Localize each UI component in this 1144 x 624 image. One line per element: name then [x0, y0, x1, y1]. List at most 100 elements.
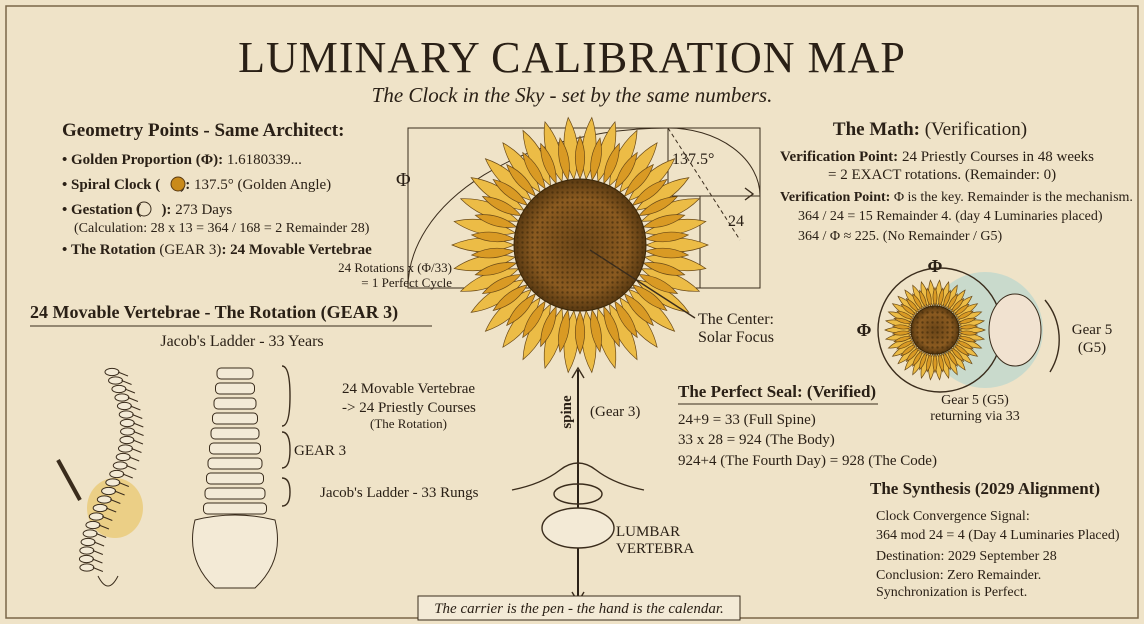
section-heading: The Perfect Seal: (Verified) — [678, 382, 876, 401]
icon-sunflower — [171, 177, 185, 191]
vertebra — [81, 538, 95, 545]
label: Golden Proportion (Φ): — [71, 152, 223, 168]
label: ): — [161, 202, 171, 218]
synthesis-line: Synchronization is Perfect. — [876, 585, 1027, 600]
vertebra — [217, 368, 253, 379]
synthesis-line: Clock Convergence Signal: — [876, 509, 1030, 524]
title: LUMINARY CALIBRATION MAP — [238, 33, 906, 82]
annotation: returning via 33 — [930, 409, 1019, 424]
annotation: 24 Rotations x (Φ/33) — [338, 260, 452, 275]
annotation: Gear 5 (G5) — [941, 393, 1009, 408]
vertebra — [116, 453, 130, 460]
heading-note: (Verification) — [925, 119, 1027, 140]
label: GEAR 3 — [294, 443, 346, 459]
vertebra — [204, 503, 267, 514]
bullet: • — [62, 242, 67, 258]
annotation: = 1 Perfect Cycle — [361, 275, 452, 290]
vertebra — [210, 443, 261, 454]
value: (GEAR 3) — [159, 242, 221, 258]
math-line: = 2 EXACT rotations. (Remainder: 0) — [828, 167, 1056, 183]
bullet: • — [62, 177, 67, 193]
annotation: (G5) — [1078, 340, 1106, 356]
vertebra — [79, 555, 93, 562]
vertebra — [207, 473, 264, 484]
phi-label: Φ — [857, 320, 872, 340]
text: Φ is the key. Remainder is the mechanism… — [894, 190, 1133, 205]
label: Spiral Clock ( — [71, 177, 160, 193]
vertebral-body — [542, 508, 614, 548]
text: 24 Priestly Courses in 48 weeks — [902, 149, 1094, 165]
vertebra — [97, 496, 111, 503]
math-line: Verification Point: Φ is the key. Remain… — [780, 190, 1133, 205]
axis-label: spine — [559, 395, 575, 429]
section-heading: The Synthesis (2029 Alignment) — [870, 479, 1100, 498]
footer: The carrier is the pen - the hand is the… — [434, 601, 724, 617]
label: The Rotation — [71, 242, 156, 258]
value: : 24 Movable Vertebrae — [221, 242, 372, 258]
vertebra — [89, 513, 103, 520]
vertebra — [80, 564, 94, 571]
vertebra — [118, 445, 132, 452]
phi-label: Φ — [396, 169, 411, 191]
bullet: • — [62, 152, 67, 168]
vertebra — [86, 521, 100, 528]
vertebra — [110, 470, 124, 477]
section-heading: Geometry Points - Same Architect: — [62, 120, 344, 141]
vertebra — [106, 479, 120, 486]
value: 137.5° (Golden Angle) — [194, 177, 331, 193]
annotation: Gear 5 — [1072, 322, 1112, 338]
label: LUMBAR — [616, 524, 680, 540]
annotation: (Gear 3) — [590, 404, 640, 420]
vertebra — [213, 413, 258, 424]
math-line: 364 / 24 = 15 Remainder 4. (day 4 Lumina… — [798, 209, 1103, 224]
vertebra — [109, 377, 123, 384]
value: 273 Days — [175, 202, 232, 218]
vertebra — [80, 547, 94, 554]
math-line: Verification Point: 24 Priestly Courses … — [780, 149, 1094, 165]
vertebra — [211, 428, 259, 439]
value: 1.6180339... — [227, 152, 302, 168]
label: Verification Point: — [780, 149, 898, 165]
synthesis-line: 364 mod 24 = 4 (Day 4 Luminaries Placed) — [876, 528, 1120, 543]
vertebra — [119, 411, 133, 418]
section-heading: The Math: (Verification) — [833, 119, 1027, 140]
section-heading: 24 Movable Vertebrae - The Rotation (GEA… — [30, 302, 398, 323]
vertebra — [216, 383, 255, 394]
heading: The Math: — [833, 119, 920, 140]
synthesis-line: Conclusion: Zero Remainder. — [876, 568, 1041, 583]
subheading: Jacob's Ladder - 33 Years — [160, 333, 323, 350]
infographic: LUMINARY CALIBRATION MAP The Clock in th… — [0, 0, 1144, 624]
label: Gestation ( — [71, 202, 141, 218]
synthesis-line: Destination: 2029 September 28 — [876, 549, 1057, 564]
vertebra — [115, 394, 129, 401]
vertebra — [102, 487, 116, 494]
annotation: The Center: — [698, 311, 774, 328]
vertebra — [105, 368, 119, 375]
seal-line: 33 x 28 = 924 (The Body) — [678, 432, 835, 448]
geometry-item: • Spiral Clock (): 137.5° (Golden Angle) — [62, 177, 331, 193]
vertebra — [113, 462, 127, 469]
note: (Calculation: 28 x 13 = 364 / 168 = 2 Re… — [74, 221, 370, 236]
vertebra — [121, 428, 135, 435]
label: Jacob's Ladder - 33 Rungs — [320, 485, 479, 501]
vertebra — [205, 488, 265, 499]
vertebra — [208, 458, 262, 469]
vertebra — [120, 419, 134, 426]
math-line: 364 / Φ ≈ 225. (No Remainder / G5) — [798, 229, 1003, 244]
vertebra — [117, 402, 131, 409]
pelvis — [193, 515, 278, 588]
vertebra — [93, 504, 107, 511]
seed-texture — [514, 179, 646, 311]
vertebra — [112, 385, 126, 392]
label: (The Rotation) — [370, 416, 447, 431]
label: Verification Point: — [780, 190, 890, 205]
seed-texture — [911, 306, 959, 354]
annotation: Solar Focus — [698, 329, 774, 346]
seal-line: 24+9 = 33 (Full Spine) — [678, 412, 816, 428]
vertebra — [120, 436, 134, 443]
geometry-item: • The Rotation (GEAR 3): 24 Movable Vert… — [62, 242, 372, 258]
angle-label: 137.5° — [672, 151, 714, 168]
phi-label: Φ — [928, 256, 943, 276]
label: VERTEBRA — [616, 541, 694, 557]
subtitle: The Clock in the Sky - set by the same n… — [372, 83, 773, 107]
